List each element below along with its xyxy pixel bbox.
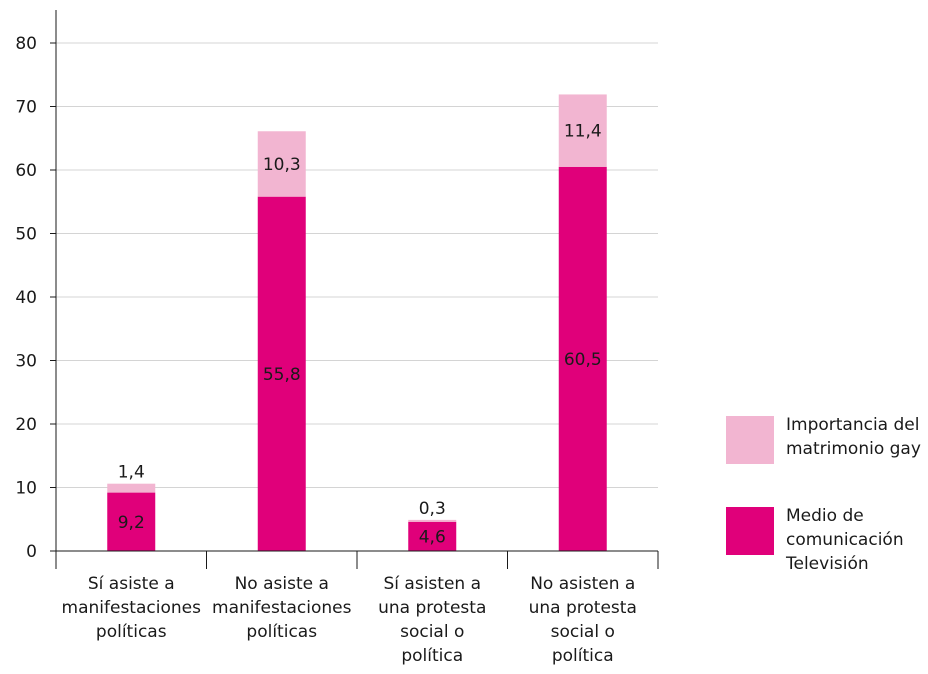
legend-swatch: [726, 416, 774, 464]
data-label: 11,4: [564, 122, 602, 142]
x-tick-label: política: [552, 646, 614, 666]
x-tick-label: manifestaciones: [212, 598, 352, 618]
y-tick-label: 40: [15, 288, 37, 308]
x-tick-label: una protesta: [529, 598, 637, 618]
labels: 0 10 20 30 40 50 60 70 80 9,2 1,4 Sí asiste a manife…: [15, 34, 637, 666]
x-tick-label: manifestaciones: [62, 598, 202, 618]
bar-segment: [408, 519, 457, 522]
bars: [107, 94, 607, 552]
data-label: 1,4: [118, 463, 145, 483]
data-label: 60,5: [564, 350, 602, 370]
bar-segment: [558, 166, 607, 551]
x-tick-label: políticas: [96, 622, 167, 642]
y-tick-label: 70: [15, 98, 37, 118]
bar-segment: [107, 483, 156, 493]
x-tick-label: No asisten a: [530, 574, 635, 594]
bar-segment: [107, 492, 156, 551]
legend-label: Medio de: [786, 506, 864, 526]
y-tick-label: 0: [26, 542, 37, 562]
bar-segment: [558, 94, 607, 167]
data-label: 4,6: [419, 527, 446, 547]
data-label: 9,2: [118, 513, 145, 533]
x-tick-label: política: [401, 646, 463, 666]
y-tick-label: 50: [15, 225, 37, 245]
x-tick-label: una protesta: [378, 598, 486, 618]
data-label: 10,3: [263, 155, 301, 175]
legend-label: comunicación: [786, 530, 904, 550]
y-tick-label: 80: [15, 34, 37, 54]
x-tick-label: políticas: [246, 622, 317, 642]
legend: Importancia del matrimonio gay Medio de com…: [726, 415, 921, 574]
data-label: 55,8: [263, 365, 301, 385]
x-tick-label: Sí asisten a: [384, 574, 482, 594]
gridlines: [56, 42, 658, 488]
x-tick-label: social o: [551, 622, 615, 642]
bar-segment: [408, 521, 457, 551]
y-tick-label: 10: [15, 479, 37, 499]
data-label: 0,3: [419, 499, 446, 519]
x-tick-label: Sí asiste a: [88, 574, 175, 594]
axes: [50, 10, 659, 569]
x-tick-label: No asiste a: [235, 574, 329, 594]
x-tick-label: social o: [400, 622, 464, 642]
y-tick-label: 20: [15, 415, 37, 435]
legend-swatch: [726, 507, 774, 555]
y-tick-label: 30: [15, 352, 37, 372]
legend-label: matrimonio gay: [786, 439, 921, 459]
legend-label: Televisión: [785, 554, 869, 574]
y-tick-label: 60: [15, 161, 37, 181]
legend-label: Importancia del: [786, 415, 919, 435]
bar-segment: [257, 196, 306, 552]
bar-segment: [257, 131, 306, 197]
